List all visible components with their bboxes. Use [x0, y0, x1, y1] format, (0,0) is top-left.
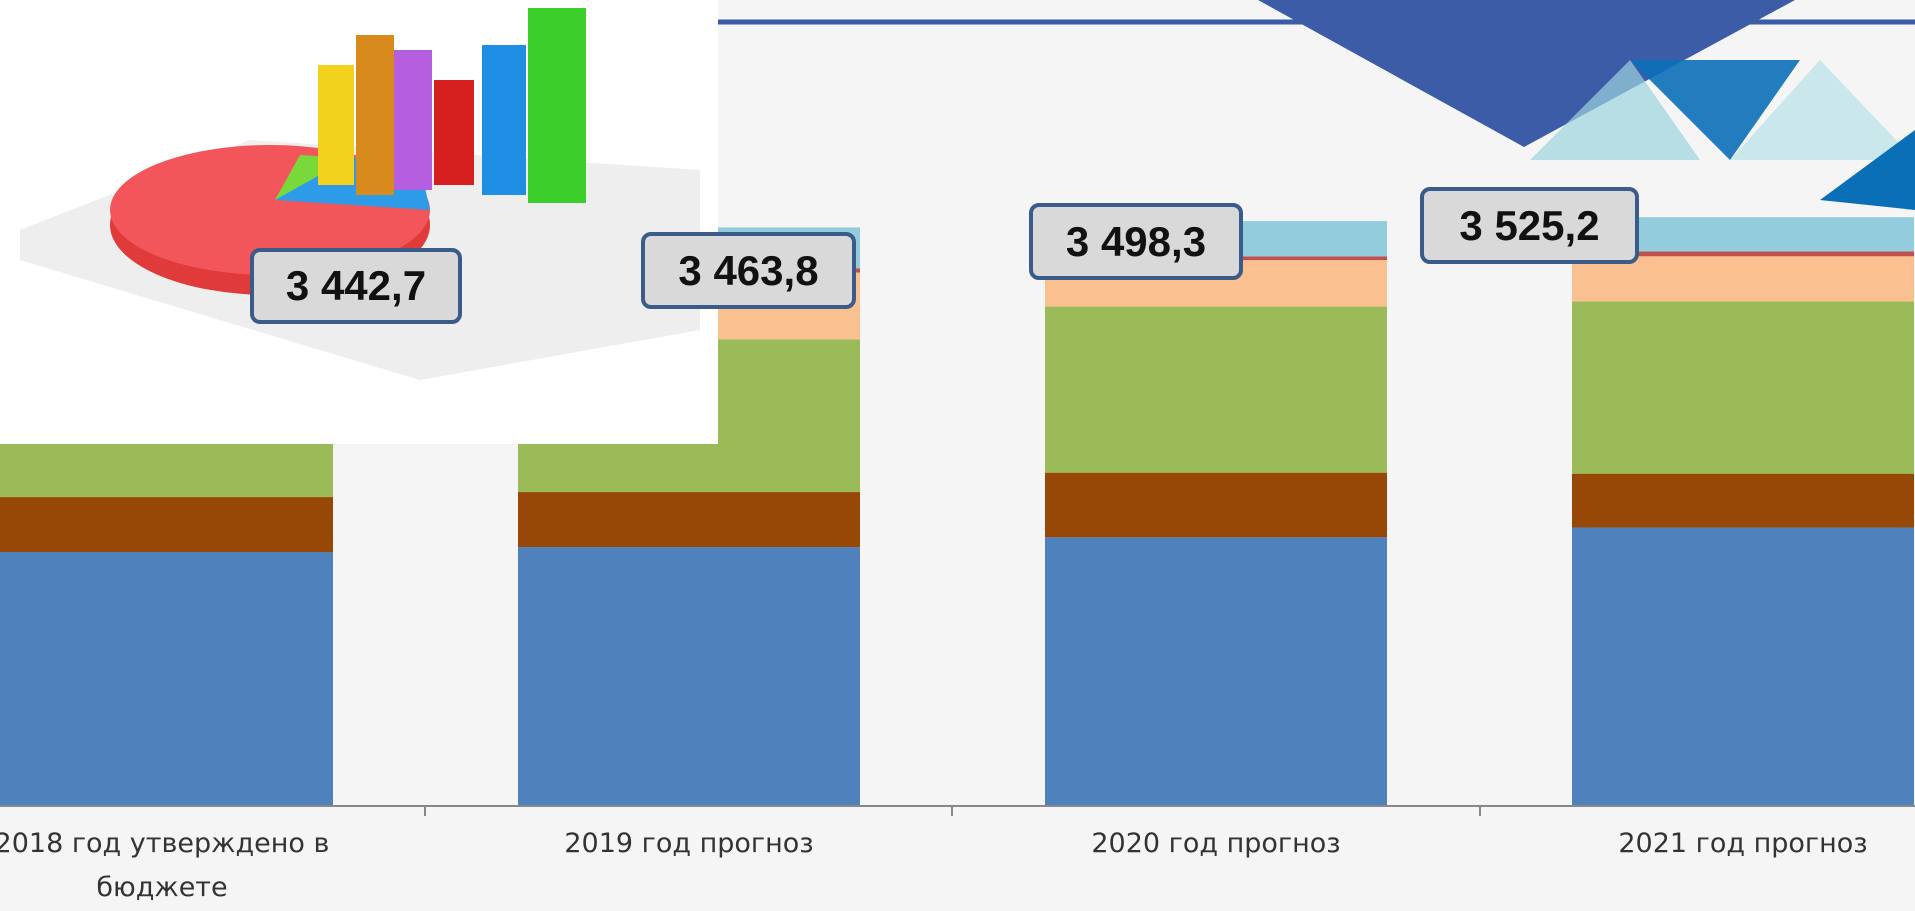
bar-segment — [1045, 472, 1387, 538]
x-tick-label: 2021 год прогноз — [1618, 828, 1868, 859]
total-label: 3 442,7 — [250, 248, 462, 324]
bar-segment — [1045, 306, 1387, 473]
bar-segment — [1045, 537, 1387, 806]
total-label: 3 498,3 — [1029, 203, 1243, 280]
decor-triangle — [1730, 60, 1915, 160]
total-label: 3 525,2 — [1420, 187, 1639, 264]
bar-segment — [518, 547, 860, 806]
x-tick-label: 2019 год прогноз — [564, 828, 814, 859]
bar-segment — [1572, 473, 1914, 528]
decor-triangle — [1630, 60, 1800, 160]
bar-segment — [518, 492, 860, 548]
bar-segment — [0, 552, 333, 806]
chart-picture — [0, 0, 718, 444]
decor-triangle — [1258, 0, 1795, 147]
bar-segment — [1572, 251, 1914, 257]
x-tick-label: 2018 год утверждено в бюджете — [0, 828, 330, 903]
decor-triangle — [1820, 130, 1915, 210]
total-label: 3 463,8 — [641, 232, 856, 309]
bar-segment — [1572, 301, 1914, 474]
decor-triangle — [1530, 60, 1700, 160]
x-tick-label: 2020 год прогноз — [1091, 828, 1341, 859]
bar-segment — [1572, 527, 1914, 806]
bar-segment — [0, 497, 333, 553]
